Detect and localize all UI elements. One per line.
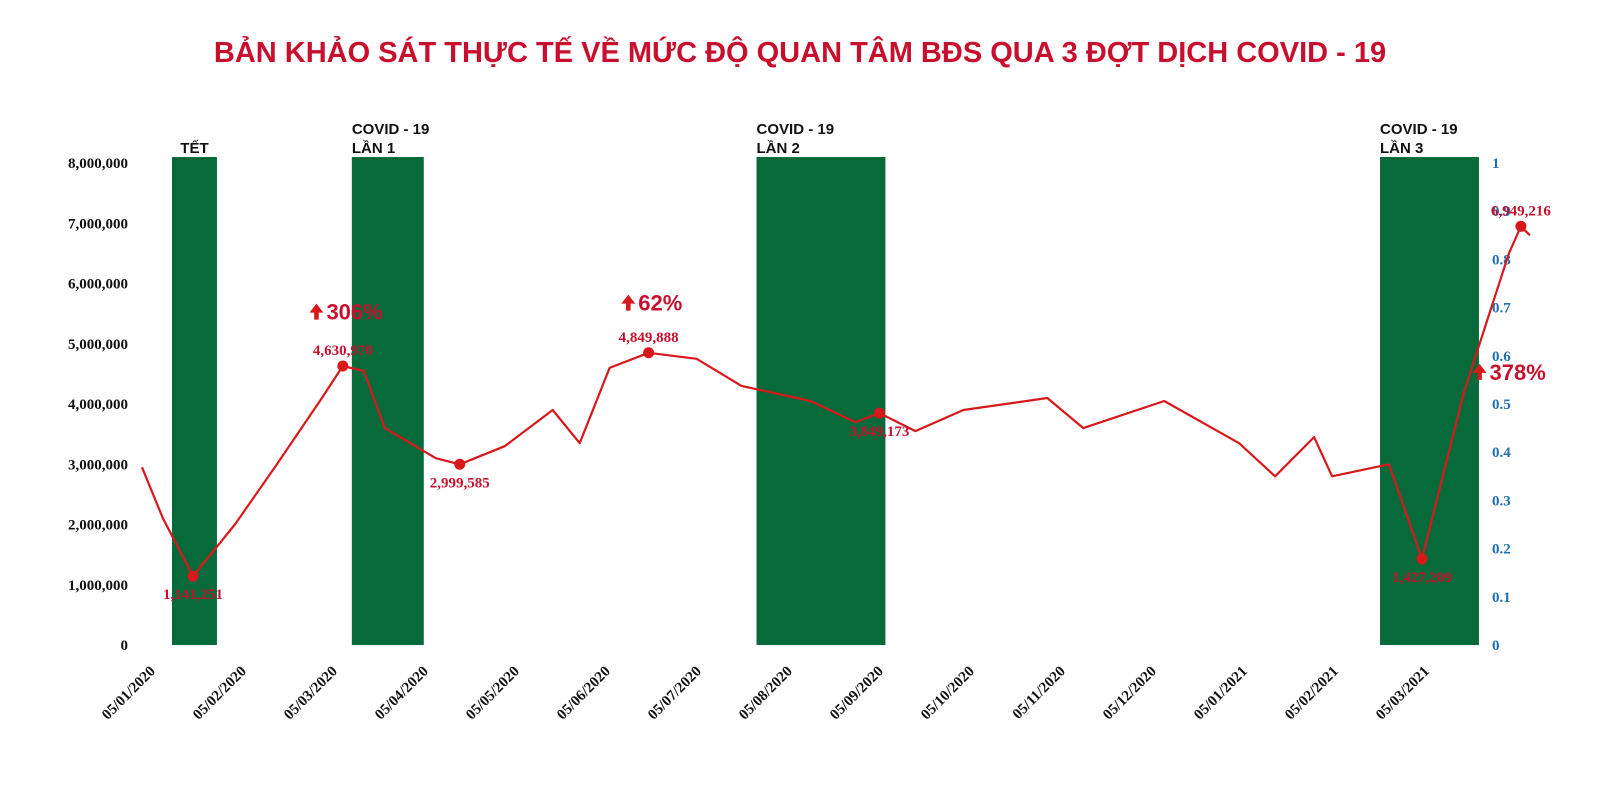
x-tick-label: 05/02/2021 — [1282, 664, 1342, 724]
y-tick-label-right: 0.1 — [1492, 590, 1511, 606]
x-tick-label: 05/06/2020 — [554, 664, 614, 724]
x-tick-label: 05/01/2020 — [99, 664, 159, 724]
data-point-label: 3,849,173 — [849, 424, 909, 440]
band-label-4-2: LẦN 3 — [1380, 140, 1423, 157]
data-point-marker — [643, 347, 655, 359]
y-axis-left: 0 1,000,000 2,000,000 3,000,000 4,000,000 5,0… — [68, 156, 128, 654]
x-tick-label: 05/10/2020 — [918, 664, 978, 724]
y-tick-label-left: 3,000,000 — [68, 457, 128, 473]
y-tick-label-right: 1 — [1492, 156, 1500, 172]
data-point-marker — [873, 407, 885, 419]
band-3 — [756, 157, 886, 645]
y-tick-label-right: 0.7 — [1492, 301, 1511, 317]
band-label-3-2: LẦN 2 — [757, 140, 800, 157]
data-point-label: 4,849,888 — [619, 330, 679, 346]
percent-annotation: 378% — [1490, 360, 1546, 385]
percent-annotations: 306% 62% 378% — [309, 291, 1546, 385]
data-point-marker — [187, 570, 199, 582]
data-point-label: 2,999,585 — [430, 475, 490, 491]
data-point-label: 1,141,251 — [163, 587, 223, 603]
data-point-label: 4,630,970 — [313, 343, 373, 359]
band-label-2-2: LẦN 1 — [352, 140, 395, 157]
x-axis: 05/01/2020 05/02/2020 05/03/2020 05/04/2020… — [99, 664, 1433, 724]
x-tick-label: 05/07/2020 — [645, 664, 705, 724]
x-tick-label: 05/04/2020 — [372, 664, 432, 724]
chart-title: BẢN KHẢO SÁT THỰC TẾ VỀ MỨC ĐỘ QUAN TÂM … — [214, 35, 1386, 69]
data-point-label: 6,949,216 — [1491, 203, 1552, 219]
x-tick-label: 05/11/2020 — [1010, 664, 1069, 723]
x-tick-label: 05/01/2021 — [1191, 664, 1251, 724]
up-arrow-icon — [1472, 363, 1487, 380]
covid-bands: TẾT COVID - 19 LẦN 1 COVID - 19 LẦN 2 COVID -… — [171, 121, 1479, 645]
y-tick-label-left: 1,000,000 — [68, 578, 128, 594]
y-tick-label-left: 4,000,000 — [68, 397, 128, 413]
band-label-2-1: COVID - 19 — [352, 121, 430, 138]
y-tick-label-right: 0.2 — [1492, 542, 1511, 558]
up-arrow-icon — [309, 303, 324, 320]
band-1 — [171, 157, 217, 645]
band-2 — [351, 157, 424, 645]
y-tick-label-left: 2,000,000 — [68, 518, 128, 534]
data-point-marker — [337, 360, 349, 372]
y-tick-label-right: 0.3 — [1492, 493, 1511, 509]
x-tick-label: 05/12/2020 — [1100, 664, 1160, 724]
x-tick-label: 05/05/2020 — [463, 664, 523, 724]
y-tick-label-left: 5,000,000 — [68, 337, 128, 353]
percent-annotation: 306% — [326, 300, 382, 325]
y-tick-label-left: 7,000,000 — [68, 216, 128, 232]
data-point-marker — [1515, 220, 1527, 232]
band-label-4-1: COVID - 19 — [1380, 121, 1458, 138]
data-point-label: 1,427,209 — [1392, 570, 1452, 586]
series-group — [140, 225, 1531, 578]
up-arrow-icon — [621, 294, 636, 311]
y-tick-label-right: 0.6 — [1492, 349, 1511, 365]
x-tick-label: 05/09/2020 — [827, 664, 887, 724]
y-tick-label-right: 0.5 — [1492, 397, 1511, 413]
series-line-1 — [140, 225, 1531, 578]
data-point-marker — [1416, 553, 1428, 565]
band-label-3-1: COVID - 19 — [757, 121, 835, 138]
x-tick-label: 05/02/2020 — [190, 664, 250, 724]
band-label-1-1: TẾT — [180, 140, 208, 157]
y-tick-label-left: 6,000,000 — [68, 277, 128, 293]
percent-annotation: 62% — [638, 291, 682, 316]
x-tick-label: 05/03/2020 — [281, 664, 341, 724]
y-axis-right: 00.10.20.30.40.50.60.70.80.91 — [1492, 156, 1511, 654]
point-labels: 1,141,251 4,630,970 2,999,585 4,849,888 3,84… — [163, 203, 1551, 603]
x-tick-label: 05/03/2021 — [1373, 664, 1433, 724]
y-tick-label-right: 0.9 — [1492, 204, 1511, 220]
y-tick-label-left: 8,000,000 — [68, 156, 128, 172]
x-tick-label: 05/08/2020 — [736, 664, 796, 724]
y-tick-label-right: 0 — [1492, 638, 1500, 654]
y-tick-label-left: 0 — [121, 638, 129, 654]
data-point-marker — [454, 458, 466, 470]
y-tick-label-right: 0.4 — [1492, 445, 1511, 461]
